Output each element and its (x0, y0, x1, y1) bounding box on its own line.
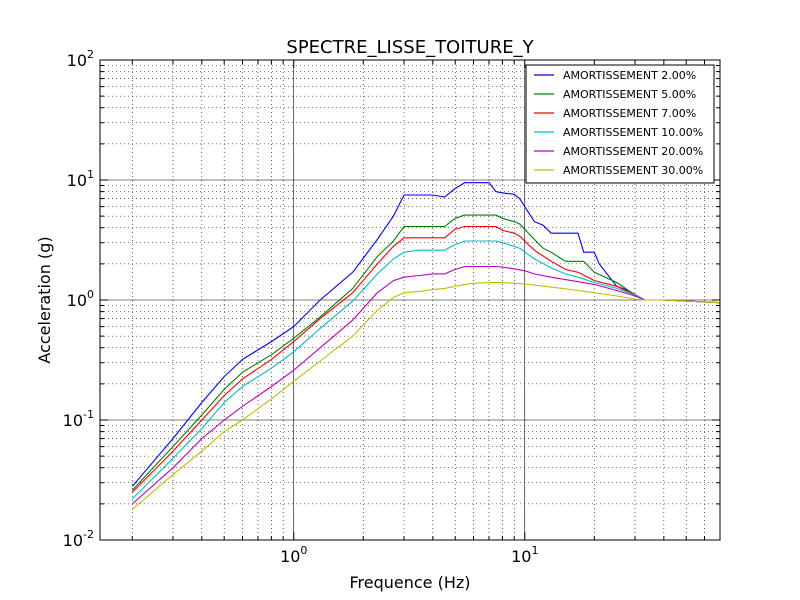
y-axis-label: Acceleration (g) (35, 236, 54, 363)
legend-label: AMORTISSEMENT 20.00% (563, 145, 703, 158)
series-line-6 (131, 281, 720, 510)
series-line-5 (131, 265, 720, 505)
y-tick-label: 102 (67, 48, 94, 70)
series-line-1 (131, 182, 720, 487)
x-tick-label: 100 (280, 544, 307, 566)
legend-box (525, 64, 715, 184)
legend-label: AMORTISSEMENT 2.00% (563, 69, 696, 82)
series-line-4 (131, 240, 720, 500)
chart-title: SPECTRE_LISSE_TOITURE_Y (286, 37, 534, 58)
legend-label: AMORTISSEMENT 30.00% (563, 164, 703, 177)
plot-series (131, 182, 720, 510)
series-line-2 (131, 214, 720, 491)
legend: AMORTISSEMENT 2.00% AMORTISSEMENT 5.00% AM… (525, 64, 715, 184)
y-tick-label: 100 (67, 288, 94, 310)
x-tick-label: 101 (511, 544, 538, 566)
legend-label: AMORTISSEMENT 10.00% (563, 126, 703, 139)
series-line-3 (131, 225, 720, 493)
y-tick-label: 101 (67, 168, 94, 190)
y-tick-label: 10-1 (63, 408, 94, 430)
y-tick-label: 10-2 (63, 528, 94, 550)
plot-frame (99, 59, 721, 541)
x-axis-label: Frequence (Hz) (349, 573, 470, 592)
legend-label: AMORTISSEMENT 7.00% (563, 107, 696, 120)
legend-label: AMORTISSEMENT 5.00% (563, 88, 696, 101)
tick-labels: 10-2 10-1 100 101 102 100 101 (63, 48, 539, 566)
